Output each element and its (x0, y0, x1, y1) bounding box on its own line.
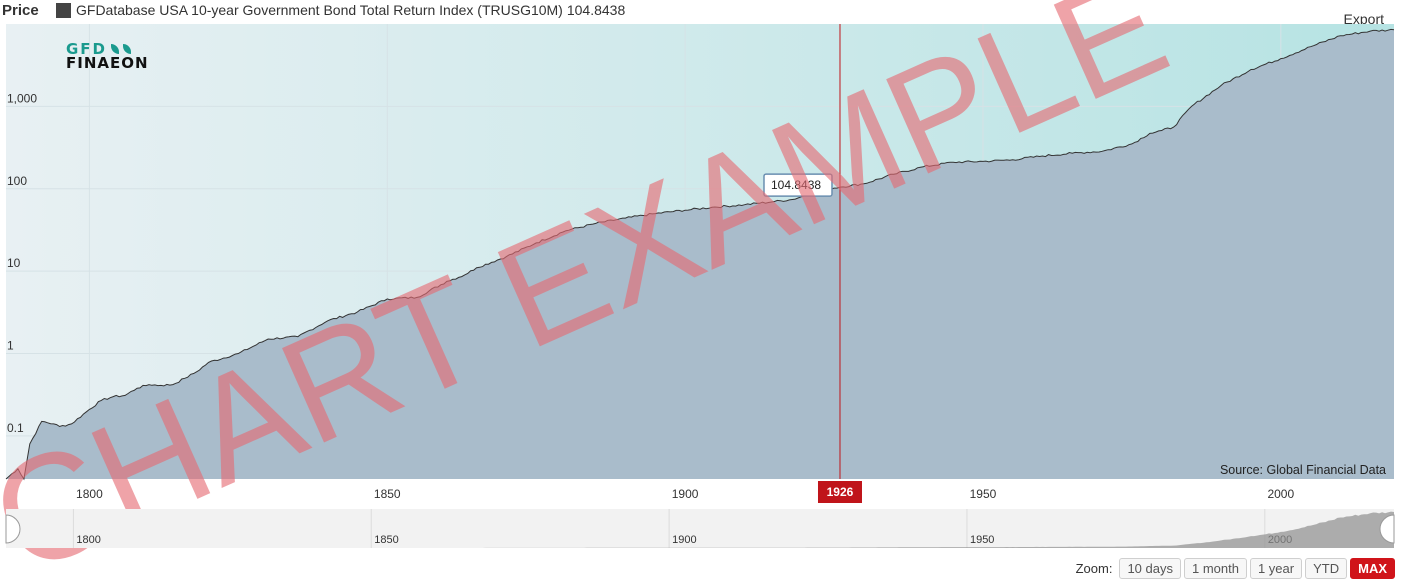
zoom-label: Zoom: (1075, 560, 1113, 576)
leaf-icon (111, 44, 120, 54)
y-axis-ticks: 0.1 1 10 100 1,000 (7, 91, 37, 435)
tooltip-box (763, 173, 833, 197)
y-tick-label: 1 (7, 339, 14, 353)
navigator-tick-label: 1900 (672, 534, 696, 546)
navigator-right-handle-shape[interactable] (1379, 514, 1395, 544)
x-tick-label: 2000 (1267, 487, 1294, 501)
navigator-tick-label: 1950 (970, 534, 994, 546)
x-tick-label: 1800 (76, 487, 103, 501)
navigator-tick-label: 1800 (76, 534, 100, 546)
y-tick-label: 0.1 (7, 421, 24, 435)
zoom-button-ytd[interactable]: YTD (1305, 557, 1348, 579)
gfd-logo: GFD FINAEON (66, 40, 149, 72)
export-button[interactable]: Export (1343, 11, 1384, 27)
navigator-left-handle-shape[interactable] (5, 514, 21, 544)
crosshair-year-text: 1926 (827, 485, 854, 499)
legend-swatch[interactable] (56, 3, 71, 18)
navigator-left-handle[interactable] (5, 514, 21, 544)
zoom-button-max[interactable]: MAX (1350, 557, 1395, 579)
source-text: Source: Global Financial Data (1220, 463, 1386, 477)
navigator-background[interactable] (6, 509, 1394, 548)
price-label: Price (2, 2, 39, 19)
zoom-button-1-year[interactable]: 1 year (1249, 557, 1303, 579)
x-tick-label: 1850 (374, 487, 401, 501)
crosshair-year-box (817, 481, 862, 503)
chart-header: Price GFDatabase USA 10-year Government … (0, 0, 1403, 27)
legend-series-value: 104.8438 (566, 2, 626, 18)
series-area (6, 29, 1394, 480)
series-line (5, 28, 1395, 481)
navigator-right-handle[interactable] (1379, 514, 1395, 544)
zoom-controls: Zoom: 10 days 1 month 1 year YTD MAX (1076, 557, 1395, 579)
crosshair-year-label: 1926 (817, 481, 862, 503)
tooltip-value: 104.8438 (771, 178, 821, 192)
logo-text-gfd: GFD (66, 40, 108, 58)
navigator-tick-label: 1850 (374, 534, 398, 546)
x-tick-label: 1950 (970, 487, 997, 501)
logo-text-finaeon: FINAEON (66, 54, 149, 72)
navigator-area (6, 511, 1394, 548)
y-tick-label: 1,000 (7, 91, 37, 105)
zoom-button-1-month[interactable]: 1 month (1183, 557, 1247, 579)
leaf-icon (123, 44, 132, 54)
x-axis-ticks: 1800 1850 1900 1950 2000 (76, 487, 1294, 501)
zoom-button-10-days[interactable]: 10 days (1119, 557, 1181, 579)
tooltip: 104.8438 (763, 173, 833, 197)
legend-item[interactable]: GFDatabase USA 10-year Government Bond T… (76, 2, 629, 18)
legend-series-name: GFDatabase USA 10-year Government Bond T… (76, 2, 563, 18)
y-tick-label: 100 (7, 174, 27, 188)
x-tick-label: 1900 (672, 487, 699, 501)
y-tick-label: 10 (7, 256, 21, 270)
